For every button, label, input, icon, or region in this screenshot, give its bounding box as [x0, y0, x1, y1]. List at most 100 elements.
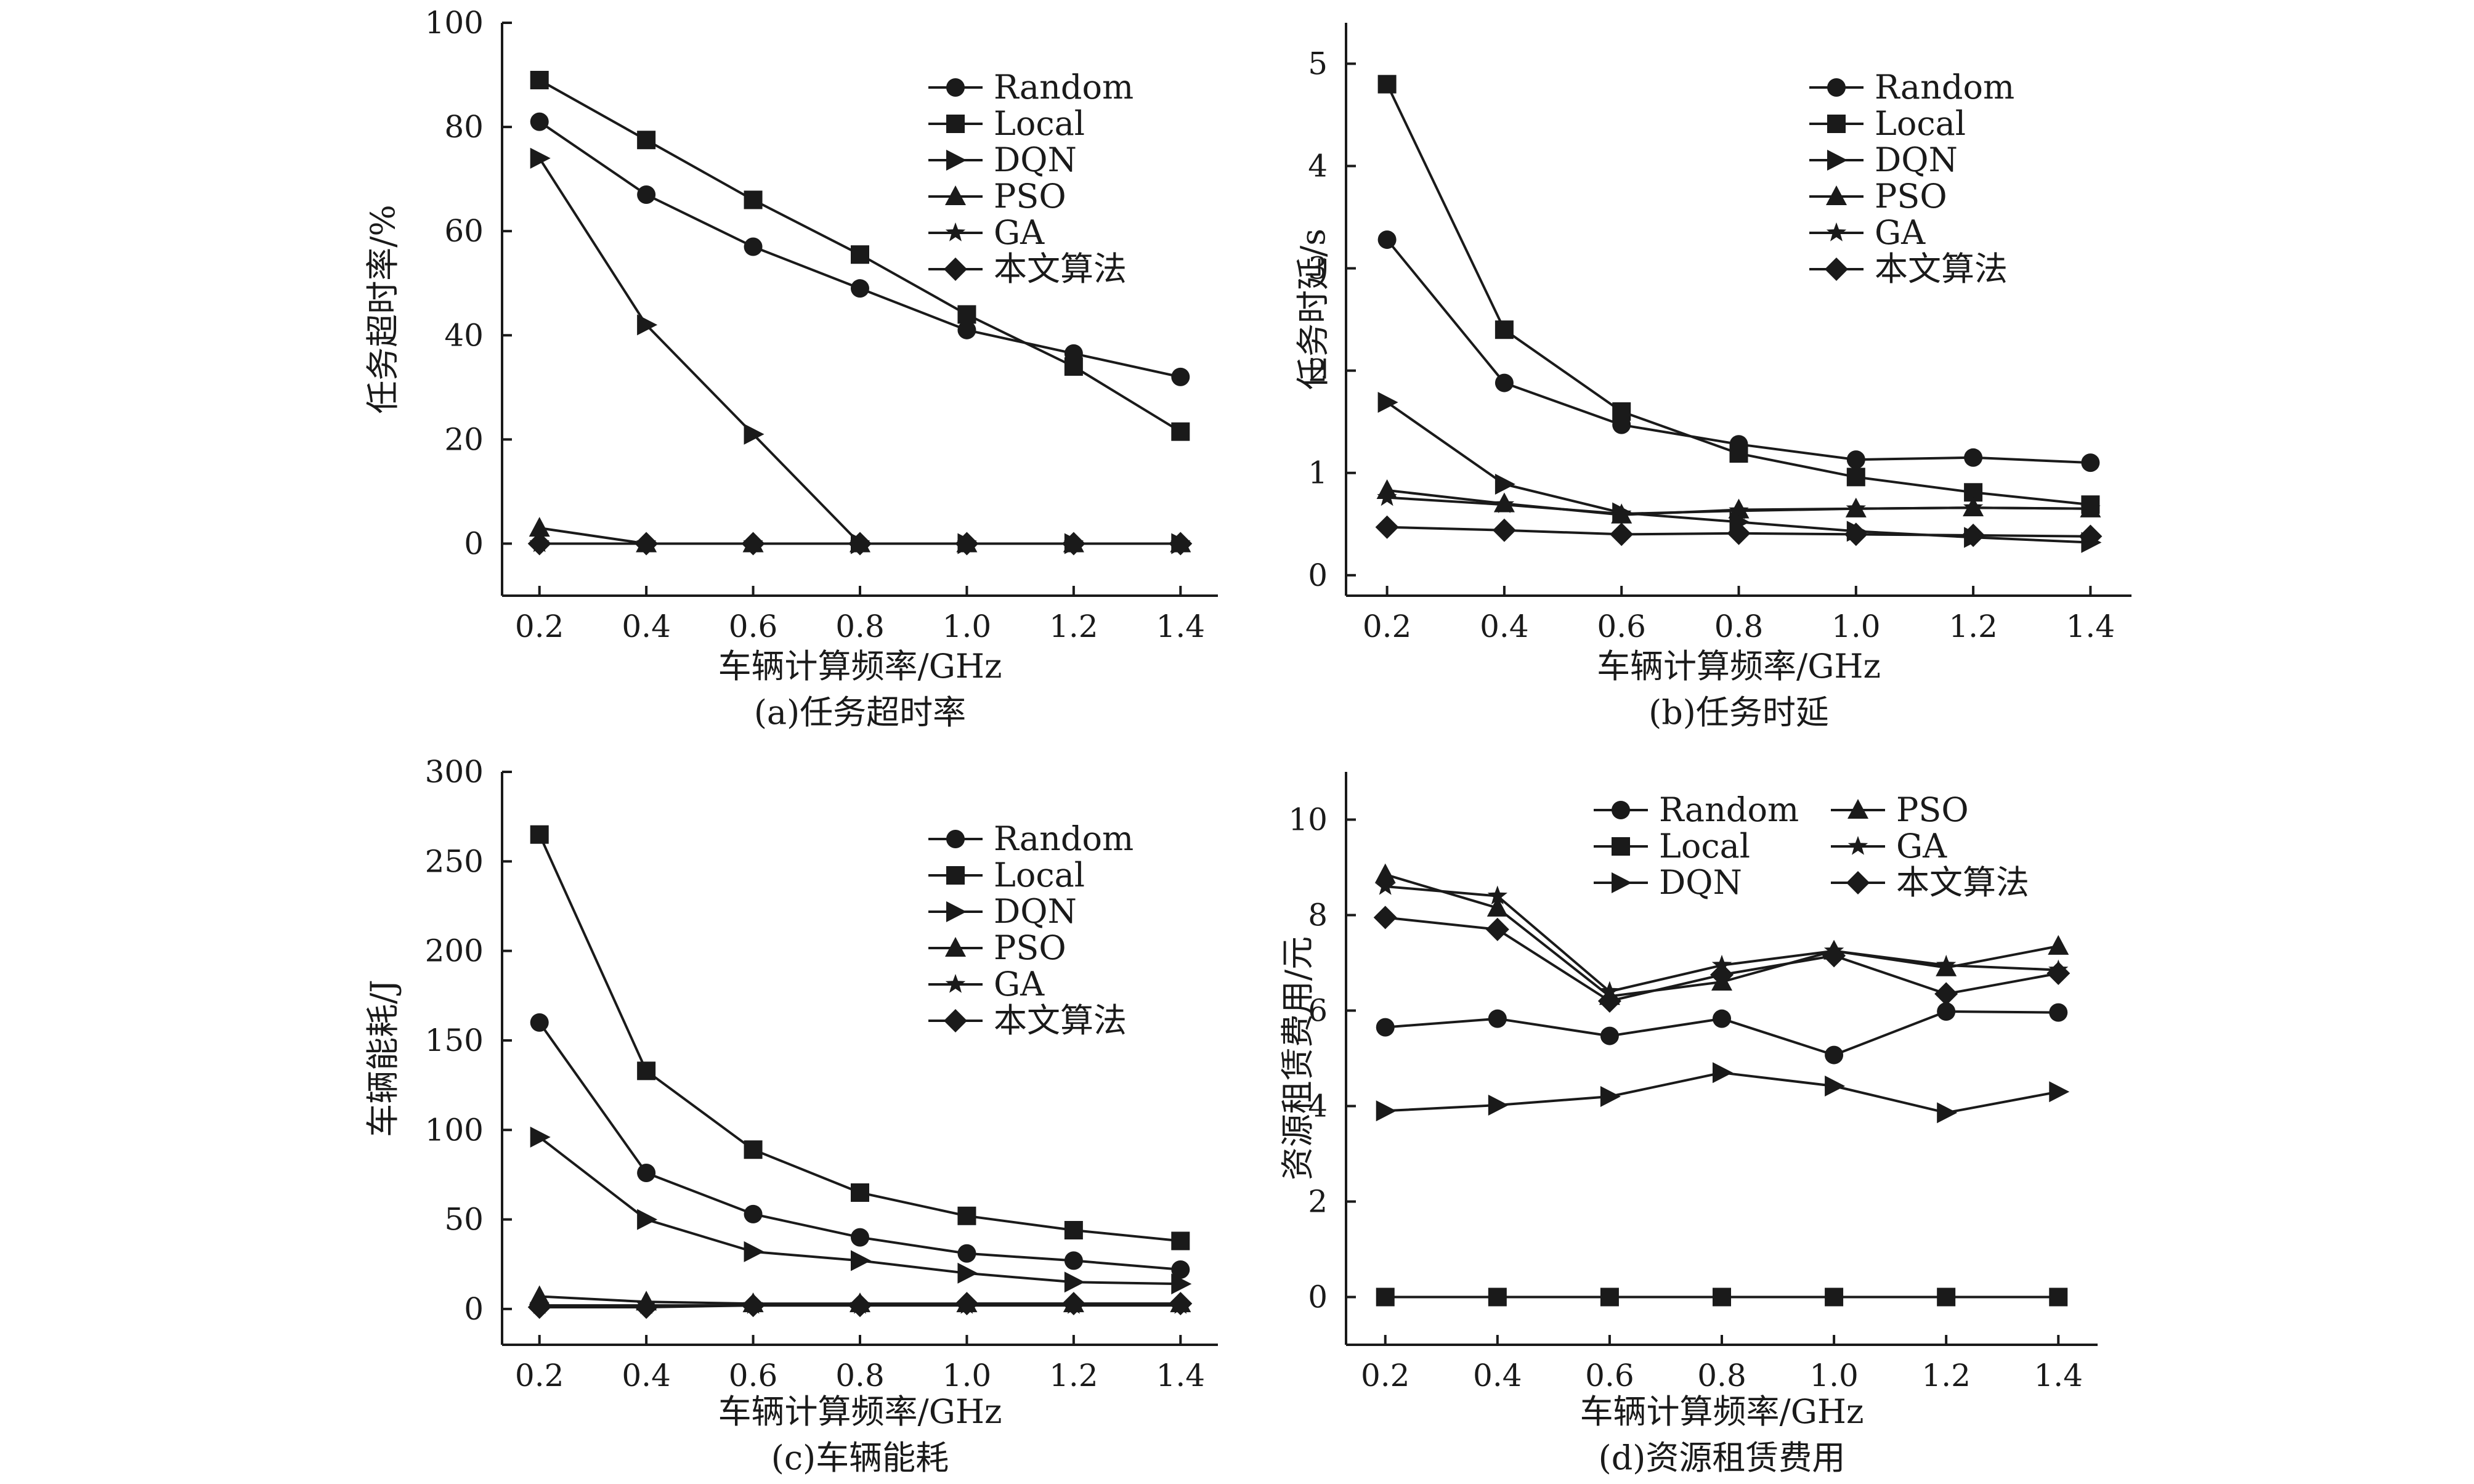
data-point: [1169, 1292, 1193, 1316]
y-axis-label: 任务超时率/%: [363, 205, 402, 414]
legend-item: GA: [1831, 827, 1947, 866]
legend-marker: [945, 937, 966, 957]
data-point: [1937, 1002, 1956, 1021]
data-point: [1964, 448, 1983, 467]
y-tick-label: 80: [444, 109, 484, 145]
data-point: [1486, 896, 1508, 917]
data-point: [530, 112, 549, 131]
legend-label: GA: [1896, 827, 1947, 866]
data-point: [1171, 1231, 1190, 1251]
data-point: [1376, 1100, 1397, 1122]
legend-marker: [944, 1009, 967, 1032]
data-point: [1963, 497, 1984, 516]
legend-label: PSO: [994, 928, 1066, 967]
x-tick-label: 0.4: [1473, 1358, 1522, 1393]
data-point: [1610, 522, 1634, 546]
data-point: [1825, 1045, 1844, 1064]
data-point: [637, 314, 658, 336]
data-point: [527, 1295, 551, 1319]
data-point: [529, 517, 550, 537]
x-axis-label: 车辆计算频率/GHz: [718, 1392, 1002, 1431]
legend-item: GA: [928, 213, 1045, 252]
series-Random: [1376, 1002, 2068, 1064]
legend-marker: [1612, 837, 1630, 856]
series-DQN: [530, 1126, 1192, 1295]
legend-item: Local: [1809, 104, 1966, 143]
legend-item: 本文算法: [928, 1001, 1127, 1040]
y-tick-label: 10: [1288, 802, 1328, 838]
data-point: [851, 1183, 869, 1202]
y-tick-label: 40: [444, 317, 484, 353]
legend-item: 本文算法: [928, 249, 1127, 288]
legend-label: GA: [994, 213, 1045, 252]
y-tick-label: 100: [425, 1112, 484, 1148]
x-tick-label: 1.0: [1809, 1358, 1859, 1393]
data-point: [1064, 357, 1083, 376]
data-point: [1488, 1287, 1507, 1307]
data-point: [1485, 917, 1509, 941]
data-point: [744, 1241, 765, 1262]
data-point: [957, 1244, 976, 1263]
x-tick-label: 1.0: [943, 1358, 992, 1393]
data-point: [1495, 373, 1514, 392]
data-point: [957, 1262, 978, 1284]
data-point: [1934, 982, 1958, 1006]
y-tick-label: 300: [425, 754, 484, 790]
legend-label: PSO: [994, 177, 1066, 216]
data-point: [957, 305, 976, 324]
legend-marker: [1825, 257, 1848, 281]
data-point: [1488, 1094, 1509, 1116]
data-point: [1846, 468, 1865, 487]
data-point: [1494, 494, 1515, 513]
chart-caption: (a)任务超时率: [754, 693, 966, 732]
series-本文算法: [1375, 515, 2103, 548]
y-tick-label: 100: [425, 5, 484, 41]
y-axis-label: 任务时延/s: [1294, 229, 1332, 390]
data-point: [1600, 1287, 1619, 1307]
data-point: [1064, 1271, 1085, 1293]
data-point: [2081, 453, 2100, 472]
data-point: [955, 1292, 979, 1316]
legend-item: PSO: [1809, 177, 1947, 216]
legend-label: 本文算法: [1896, 863, 2029, 902]
x-tick-label: 1.2: [1921, 1358, 1971, 1393]
chart-panel-4: 0 2 4 6 8 10 0.2 0.4 0.6 0.8 1.0 1.2 1.4 车辆计算频率/GHz 资源…: [1278, 772, 2098, 1477]
data-point: [1729, 444, 1748, 463]
legend-marker: [946, 901, 967, 922]
series-本文算法: [1373, 906, 2070, 1013]
y-tick-label: 2: [1308, 1184, 1328, 1220]
legend-label: Local: [994, 856, 1085, 894]
data-point: [1713, 1009, 1731, 1028]
legend-item: Random: [1594, 790, 1799, 829]
legend-label: GA: [1875, 213, 1926, 252]
data-point: [1492, 518, 1516, 542]
legend-marker: [1827, 150, 1847, 171]
data-point: [1377, 392, 1398, 413]
x-axis-label: 车辆计算频率/GHz: [1597, 647, 1881, 686]
legend-marker: [1846, 871, 1870, 894]
legend-label: 本文算法: [994, 249, 1127, 288]
data-point: [1846, 498, 1866, 517]
data-point: [637, 131, 656, 150]
data-point: [530, 1013, 549, 1032]
data-point: [1377, 487, 1397, 506]
data-point: [851, 1228, 869, 1247]
legend-item: Local: [928, 104, 1085, 143]
data-point: [1937, 1102, 1958, 1124]
data-point: [1376, 1287, 1395, 1307]
data-point: [848, 1294, 872, 1318]
legend-marker: [945, 222, 966, 241]
data-point: [1061, 532, 1085, 556]
y-axis-label: 车辆能耗/J: [363, 979, 402, 1137]
legend-label: DQN: [1659, 863, 1742, 902]
x-tick-label: 0.2: [515, 1358, 564, 1393]
legend-marker: [946, 150, 967, 171]
legend-item: PSO: [928, 928, 1066, 967]
data-point: [1376, 1018, 1395, 1037]
data-point: [744, 423, 765, 445]
y-tick-label: 0: [1308, 1279, 1328, 1315]
data-point: [637, 1209, 658, 1230]
